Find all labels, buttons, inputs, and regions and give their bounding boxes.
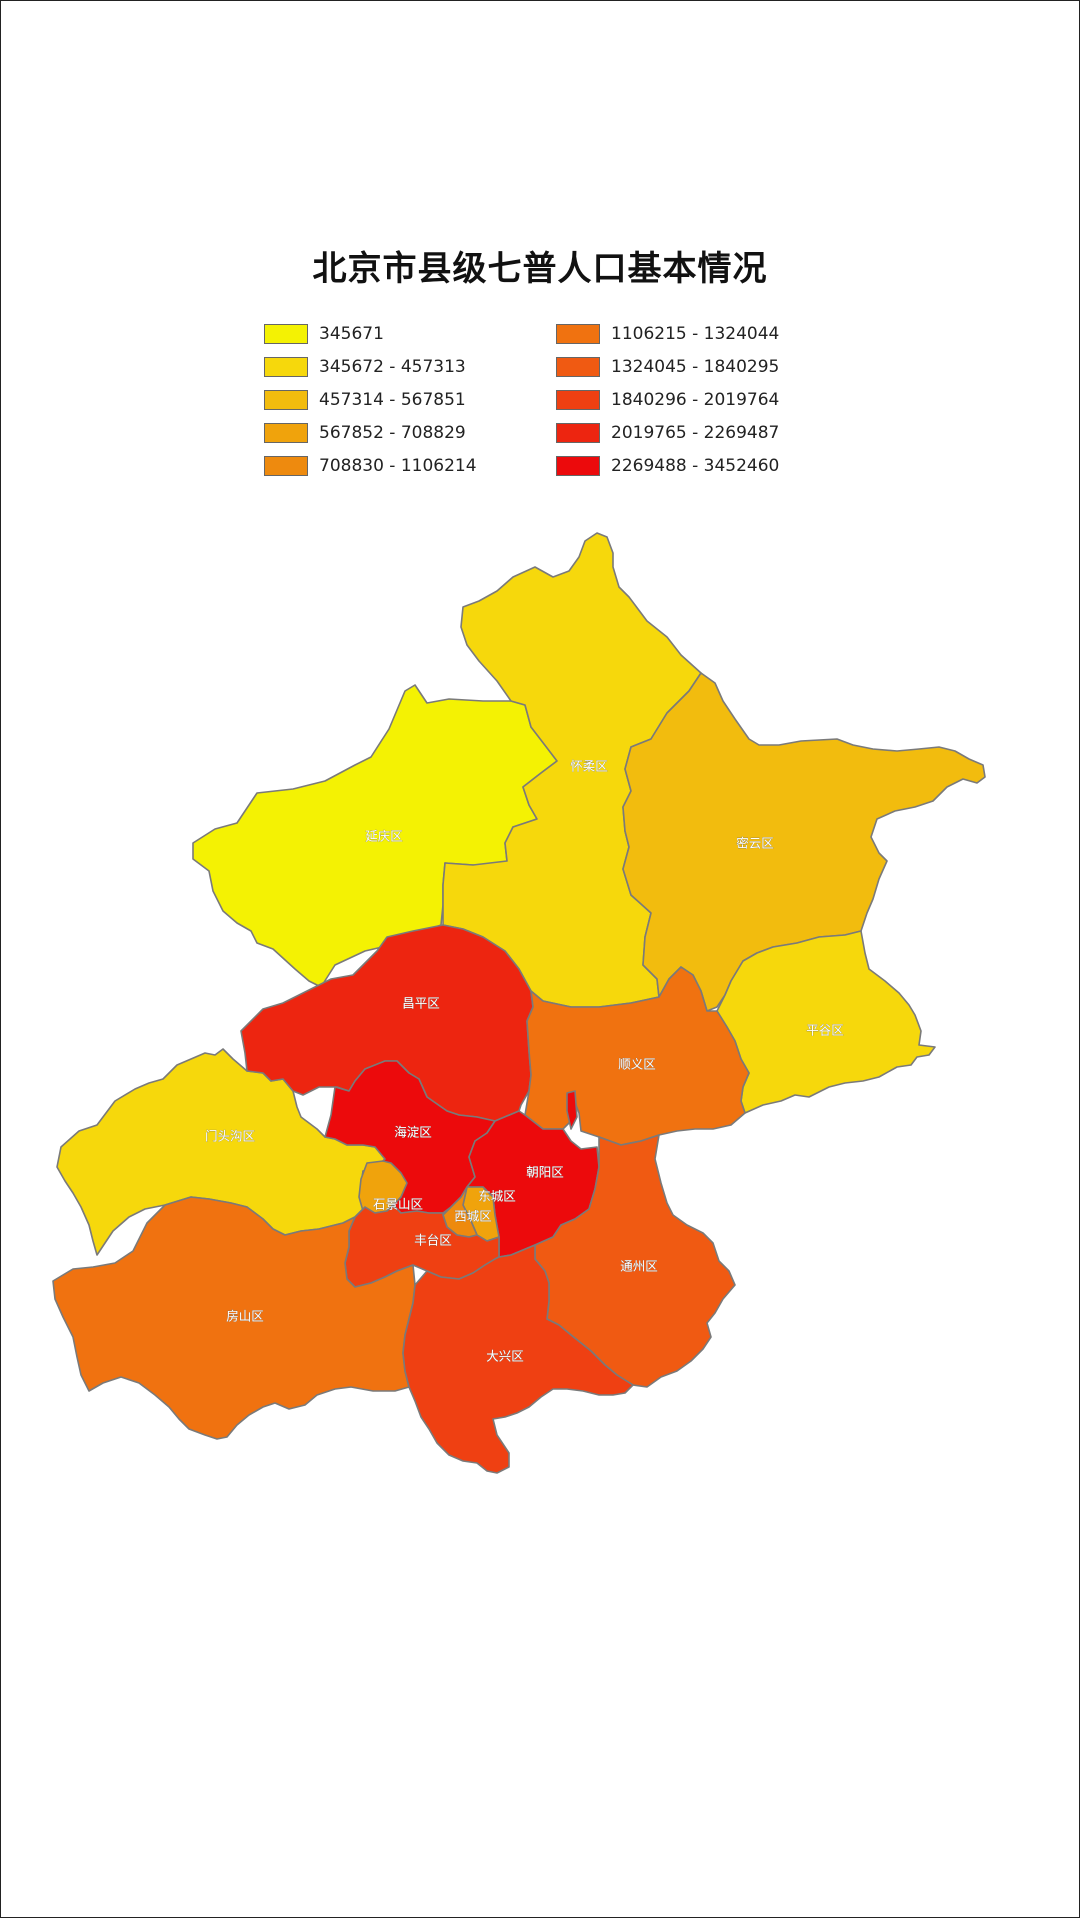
district-label: 丰台区: [414, 1233, 452, 1248]
legend-swatch: [264, 356, 308, 377]
legend-swatch: [264, 422, 308, 443]
district-label: 石景山区: [373, 1197, 423, 1212]
legend-item: 1840296 - 2019764: [556, 383, 836, 416]
district-label: 顺义区: [618, 1057, 656, 1072]
legend-swatch: [556, 389, 600, 410]
legend-label: 1324045 - 1840295: [611, 356, 780, 377]
district-label: 房山区: [226, 1309, 264, 1324]
legend-item: 457314 - 567851: [264, 383, 544, 416]
district-label: 门头沟区: [205, 1129, 255, 1144]
district-area: [534, 1134, 736, 1388]
legend-label: 345671: [319, 323, 384, 344]
district-label: 海淀区: [394, 1125, 432, 1140]
legend-label: 708830 - 1106214: [319, 455, 477, 476]
legend-swatch: [556, 323, 600, 344]
legend-item: 1324045 - 1840295: [556, 350, 836, 383]
legend-item: 708830 - 1106214: [264, 449, 544, 482]
district-shapes: [52, 532, 986, 1474]
district-label: 昌平区: [402, 996, 440, 1011]
district-area: [402, 1244, 634, 1474]
legend-column-right: 1106215 - 1324044 1324045 - 1840295 1840…: [556, 317, 836, 482]
district-label: 平谷区: [806, 1023, 844, 1038]
district-label: 东城区: [478, 1189, 516, 1204]
legend-label: 1840296 - 2019764: [611, 389, 780, 410]
legend-label: 345672 - 457313: [319, 356, 466, 377]
legend-swatch: [264, 455, 308, 476]
legend-swatch: [264, 323, 308, 344]
district-label: 延庆区: [365, 829, 403, 844]
legend-item: 567852 - 708829: [264, 416, 544, 449]
legend-item: 345672 - 457313: [264, 350, 544, 383]
legend-swatch: [556, 455, 600, 476]
district-label: 通州区: [620, 1259, 658, 1274]
district-label: 西城区: [454, 1209, 492, 1224]
district-label: 朝阳区: [526, 1165, 564, 1180]
district-area: [566, 1090, 578, 1130]
legend-swatch: [556, 356, 600, 377]
legend-label: 1106215 - 1324044: [611, 323, 780, 344]
district-label: 大兴区: [486, 1349, 524, 1364]
district-label: 怀柔区: [570, 759, 608, 774]
legend-label: 2269488 - 3452460: [611, 455, 780, 476]
legend-swatch: [264, 389, 308, 410]
legend-item: 2019765 - 2269487: [556, 416, 836, 449]
legend-label: 2019765 - 2269487: [611, 422, 780, 443]
legend-swatch: [556, 422, 600, 443]
legend-item: 1106215 - 1324044: [556, 317, 836, 350]
legend-label: 567852 - 708829: [319, 422, 466, 443]
legend-item: 345671: [264, 317, 544, 350]
legend-label: 457314 - 567851: [319, 389, 466, 410]
map-title: 北京市县级七普人口基本情况: [312, 249, 768, 289]
district-label: 密云区: [736, 836, 774, 851]
legend-column-left: 345671 345672 - 457313 457314 - 567851 5…: [264, 317, 544, 482]
legend-item: 2269488 - 3452460: [556, 449, 836, 482]
